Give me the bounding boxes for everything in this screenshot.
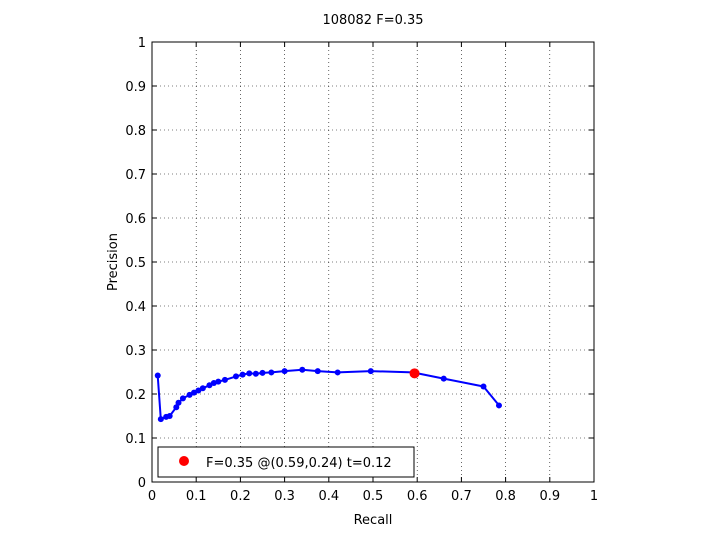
pr-curve-point (190, 389, 197, 396)
pr-curve-point (281, 368, 288, 375)
y-tick-label: 0.1 (125, 432, 146, 447)
y-tick-label: 0.5 (125, 256, 146, 271)
plot-frame (151, 41, 595, 483)
pr-curve-point (157, 416, 164, 423)
pr-curve-point (299, 366, 306, 373)
pr-curve-point (259, 369, 266, 376)
pr-curve-point (367, 368, 374, 375)
pr-curve-point (314, 368, 321, 375)
pr-curve-point (195, 387, 202, 394)
pr-curve-point (179, 395, 186, 402)
x-tick-label: 0.9 (539, 489, 560, 504)
legend-marker (179, 456, 189, 466)
pr-curve-point (232, 373, 239, 380)
y-tick-labels: 0 0.1 0.2 0.3 0.4 0.5 0.6 0.7 0.8 0.9 1 (125, 36, 146, 491)
pr-curve-point (154, 372, 161, 379)
x-tick-label: 0.4 (318, 489, 339, 504)
pr-curve-point (221, 376, 228, 383)
pr-curve-point (334, 369, 341, 376)
pr-curve-point (440, 375, 447, 382)
pr-curve-point (268, 369, 275, 376)
x-tick-labels: 0 0.1 0.2 0.3 0.4 0.5 0.6 0.7 0.8 0.9 1 (148, 489, 598, 504)
pr-curve-point (186, 391, 193, 398)
best-f-point (409, 368, 420, 379)
pr-curve-point (166, 413, 173, 419)
x-tick-label: 1 (590, 489, 598, 504)
x-tick-label: 0 (148, 489, 156, 504)
x-tick-label: 0.8 (495, 489, 516, 504)
y-tick-label: 0 (138, 476, 146, 491)
y-tick-label: 0.6 (125, 212, 146, 227)
y-tick-label: 0.4 (125, 300, 146, 315)
x-axis-label: Recall (354, 513, 393, 528)
pr-curve-point (252, 370, 259, 377)
y-tick-label: 0.3 (125, 344, 146, 359)
pr-curve-point (175, 399, 182, 406)
x-tick-label: 0.3 (274, 489, 295, 504)
y-tick-label: 1 (138, 36, 146, 51)
series-layer (154, 366, 502, 423)
legend-label: F=0.35 @(0.59,0.24) t=0.12 (206, 456, 392, 471)
y-tick-label: 0.7 (125, 168, 146, 183)
pr-curve-point (239, 371, 246, 378)
x-tick-label: 0.2 (230, 489, 251, 504)
pr-curve-point (199, 385, 206, 392)
pr-curve-point (495, 402, 502, 409)
x-tick-label: 0.1 (186, 489, 207, 504)
y-axis-label: Precision (106, 233, 121, 291)
x-tick-label: 0.5 (363, 489, 384, 504)
x-tick-label: 0.7 (451, 489, 472, 504)
pr-curve-point (206, 382, 213, 389)
pr-curve-point (246, 370, 253, 377)
x-tick-label: 0.6 (407, 489, 428, 504)
grid-lines (152, 42, 594, 482)
chart-title: 108082 F=0.35 (322, 13, 423, 28)
legend: F=0.35 @(0.59,0.24) t=0.12 (157, 446, 415, 478)
legend-box (157, 446, 415, 478)
y-tick-label: 0.9 (125, 80, 146, 95)
y-tick-label: 0.2 (125, 388, 146, 403)
pr-curve-point (215, 378, 222, 385)
y-tick-label: 0.8 (125, 124, 146, 139)
pr-curve-point (480, 383, 487, 390)
